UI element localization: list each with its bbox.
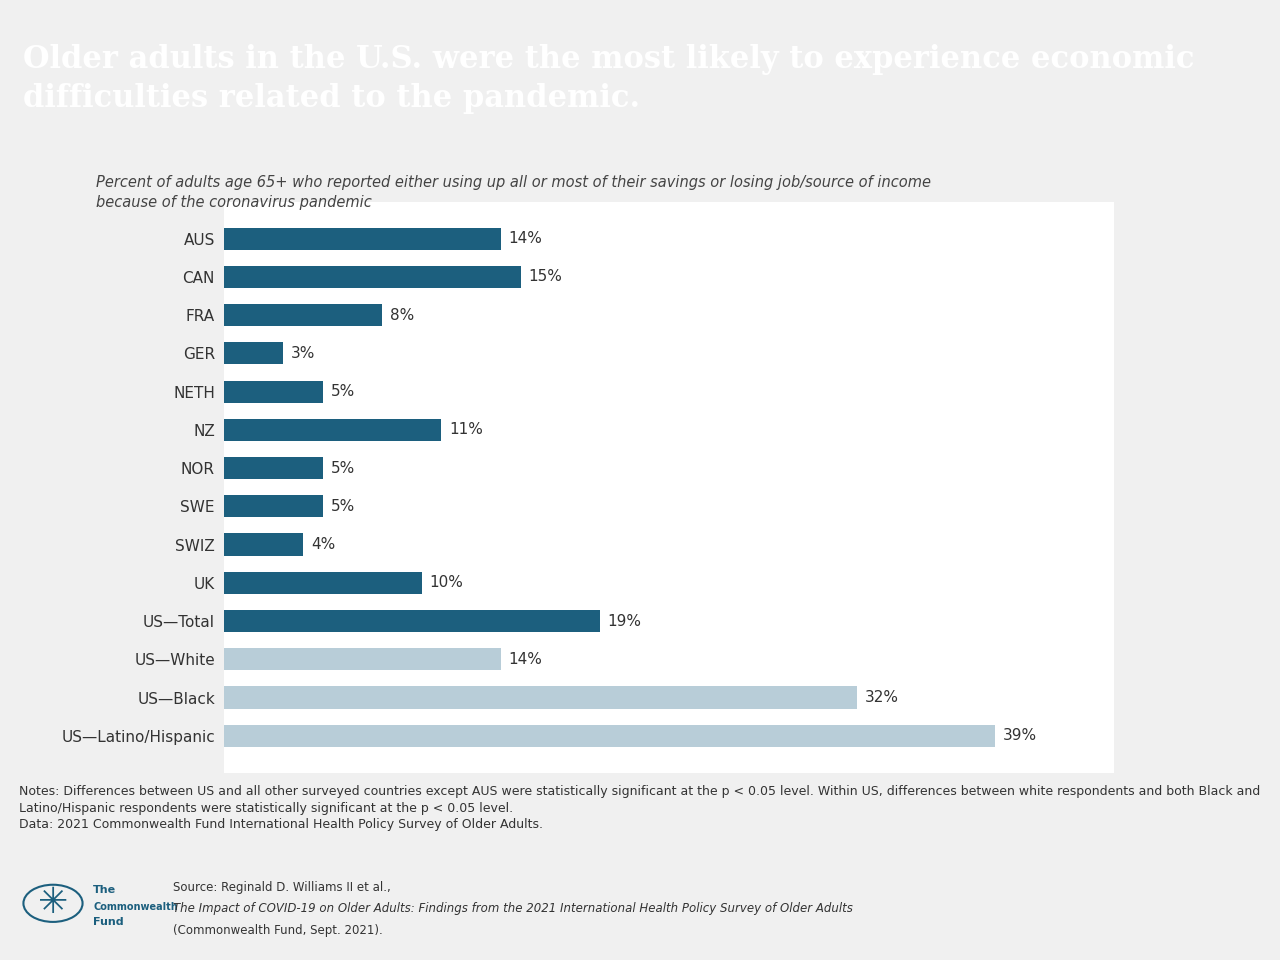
Bar <box>224 686 856 708</box>
Text: 3%: 3% <box>292 346 316 361</box>
Bar <box>224 266 521 288</box>
Text: 11%: 11% <box>449 422 484 438</box>
Bar <box>224 304 383 326</box>
Bar <box>224 457 323 479</box>
Text: Fund: Fund <box>93 917 124 927</box>
Text: 32%: 32% <box>864 690 899 705</box>
Text: 5%: 5% <box>330 499 355 514</box>
Text: The: The <box>93 885 116 895</box>
Text: The Impact of COVID-19 on Older Adults: Findings from the 2021 International Hea: The Impact of COVID-19 on Older Adults: … <box>173 902 852 916</box>
Text: 19%: 19% <box>608 613 641 629</box>
Bar <box>224 534 303 556</box>
Text: Data: 2021 Commonwealth Fund International Health Policy Survey of Older Adults.: Data: 2021 Commonwealth Fund Internation… <box>19 818 543 831</box>
Bar <box>224 419 442 441</box>
Text: ✳: ✳ <box>38 886 68 921</box>
Text: 14%: 14% <box>508 231 543 246</box>
Text: Older adults in the U.S. were the most likely to experience economic
difficultie: Older adults in the U.S. were the most l… <box>23 44 1194 114</box>
Text: Percent of adults age 65+ who reported either using up all or most of their savi: Percent of adults age 65+ who reported e… <box>96 175 931 210</box>
Text: 5%: 5% <box>330 461 355 475</box>
Text: 8%: 8% <box>390 307 415 323</box>
Bar <box>224 380 323 402</box>
Bar <box>224 343 283 365</box>
Bar <box>224 572 421 594</box>
Bar <box>224 228 500 250</box>
Bar <box>224 495 323 517</box>
Text: Notes: Differences between US and all other surveyed countries except AUS were s: Notes: Differences between US and all ot… <box>19 785 1261 815</box>
Text: 15%: 15% <box>529 270 562 284</box>
Bar <box>224 610 599 632</box>
Text: 14%: 14% <box>508 652 543 667</box>
Bar <box>224 648 500 670</box>
Text: 5%: 5% <box>330 384 355 399</box>
Text: (Commonwealth Fund, Sept. 2021).: (Commonwealth Fund, Sept. 2021). <box>173 924 383 937</box>
Text: Commonwealth: Commonwealth <box>93 901 178 912</box>
Text: 10%: 10% <box>430 575 463 590</box>
Text: 4%: 4% <box>311 537 335 552</box>
Bar <box>224 725 995 747</box>
Text: 39%: 39% <box>1004 729 1037 743</box>
Text: Source: Reginald D. Williams II et al.,: Source: Reginald D. Williams II et al., <box>173 881 394 895</box>
